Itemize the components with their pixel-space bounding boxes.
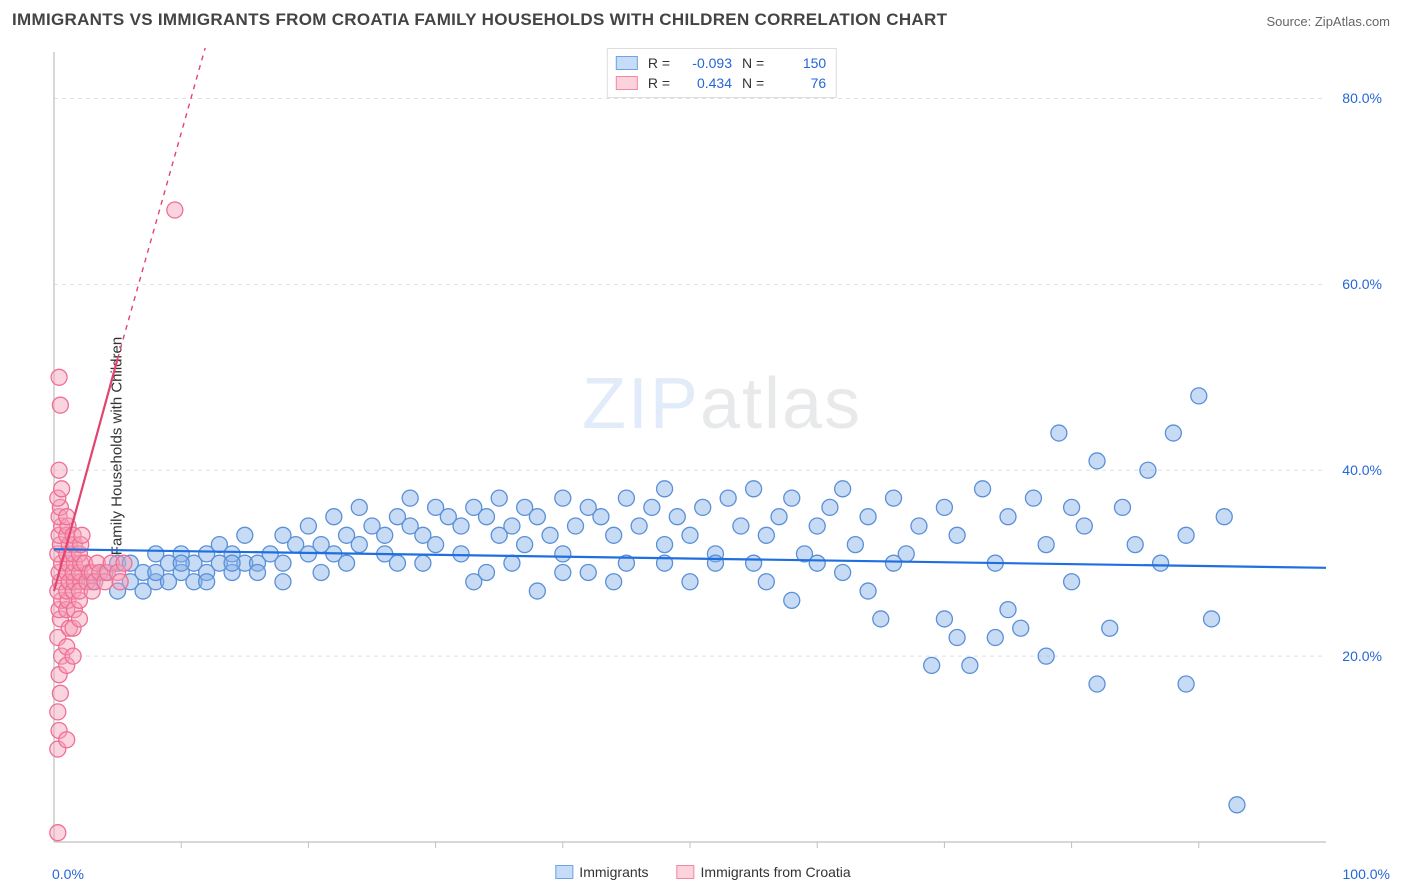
legend-swatch-0 — [555, 865, 573, 879]
legend-item-1: Immigrants from Croatia — [677, 864, 851, 880]
x-axis-max-label: 100.0% — [1343, 866, 1390, 882]
stats-r-label-1: R = — [648, 73, 670, 93]
stats-n-value-0: 150 — [774, 53, 826, 73]
y-tick-label: 80.0% — [1342, 90, 1382, 106]
y-tick-label: 60.0% — [1342, 276, 1382, 292]
stats-row-0: R = -0.093 N = 150 — [616, 53, 826, 73]
legend-item-0: Immigrants — [555, 864, 648, 880]
chart-title: IMMIGRANTS VS IMMIGRANTS FROM CROATIA FA… — [12, 10, 947, 30]
series-legend: Immigrants Immigrants from Croatia — [555, 864, 850, 880]
stats-r-value-0: -0.093 — [680, 53, 732, 73]
stats-n-label-1: N = — [742, 73, 764, 93]
legend-label-0: Immigrants — [579, 864, 648, 880]
source-label: Source: ZipAtlas.com — [1266, 14, 1390, 29]
x-axis-min-label: 0.0% — [52, 866, 84, 882]
y-tick-label: 20.0% — [1342, 648, 1382, 664]
stats-r-label-0: R = — [648, 53, 670, 73]
legend-label-1: Immigrants from Croatia — [701, 864, 851, 880]
stats-row-1: R = 0.434 N = 76 — [616, 73, 826, 93]
scatter-plot — [48, 48, 1396, 856]
stats-r-value-1: 0.434 — [680, 73, 732, 93]
y-tick-label: 40.0% — [1342, 462, 1382, 478]
stats-swatch-0 — [616, 56, 638, 70]
stats-legend: R = -0.093 N = 150 R = 0.434 N = 76 — [607, 48, 837, 98]
chart-area: ZIPatlas R = -0.093 N = 150 R = 0.434 N … — [48, 48, 1396, 856]
stats-n-value-1: 76 — [774, 73, 826, 93]
stats-swatch-1 — [616, 76, 638, 90]
stats-n-label-0: N = — [742, 53, 764, 73]
legend-swatch-1 — [677, 865, 695, 879]
